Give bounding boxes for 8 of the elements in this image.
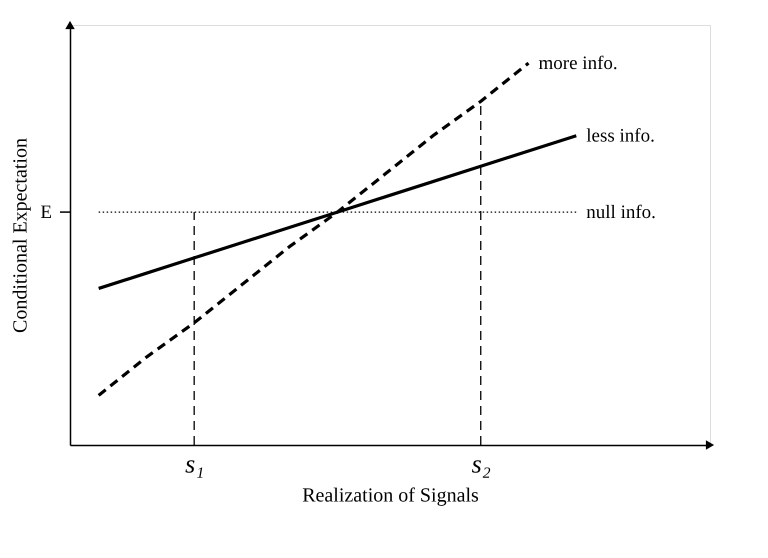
x-axis-title: Realization of Signals [302, 484, 480, 506]
x-tick-label: s₁ [185, 450, 204, 478]
x-tick-label: s₂ [472, 450, 491, 478]
series-label: more info. [538, 53, 618, 74]
y-axis-title: Conditional Expectation [10, 138, 32, 333]
series-label: less info. [586, 126, 655, 147]
series-label: null info. [586, 202, 656, 224]
ref-line-label: E [40, 202, 52, 224]
